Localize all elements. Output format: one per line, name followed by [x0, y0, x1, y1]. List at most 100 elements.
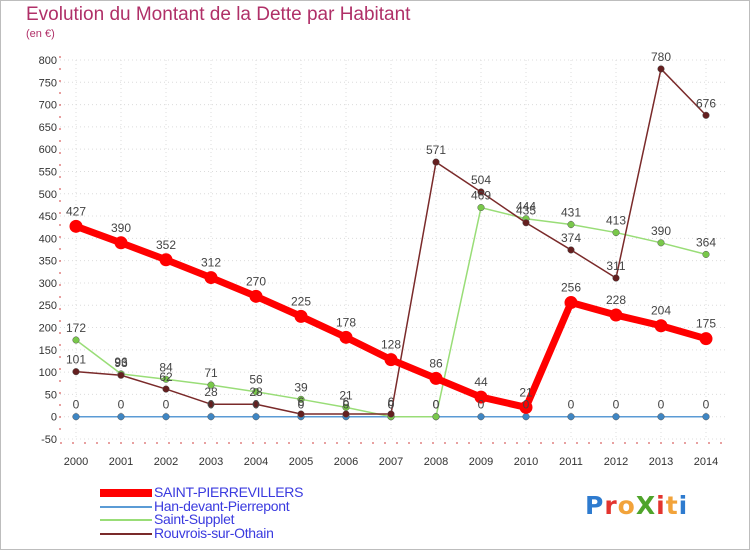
data-point [162, 385, 170, 393]
x-tick-label: 2010 [514, 456, 538, 468]
data-point [387, 410, 395, 418]
data-point [477, 413, 485, 421]
legend-label: Saint-Supplet [154, 511, 235, 527]
data-label: 6 [298, 395, 305, 409]
data-point [567, 246, 575, 254]
data-label: 86 [429, 356, 443, 370]
y-tick-label: 500 [39, 189, 57, 201]
data-label: 444 [516, 200, 536, 214]
y-tick-label: 400 [39, 233, 57, 245]
data-label: 0 [523, 398, 530, 412]
data-point [72, 336, 80, 344]
legend-item: Saint-Supplet [100, 511, 420, 527]
data-label: 6 [388, 395, 395, 409]
data-point [207, 400, 215, 408]
data-point [702, 250, 710, 258]
data-label: 6 [343, 395, 350, 409]
data-label: 0 [658, 398, 665, 412]
logo-letter: i [678, 491, 689, 520]
data-point [654, 319, 668, 333]
y-tick-label: -50 [41, 434, 57, 446]
data-label: 0 [118, 398, 125, 412]
data-point [207, 381, 215, 389]
x-tick-label: 2005 [289, 456, 313, 468]
x-tick-label: 2004 [244, 456, 268, 468]
data-label: 469 [471, 189, 491, 203]
y-axis-unit: (en €) [26, 28, 55, 40]
data-label: 0 [208, 398, 215, 412]
data-label: 62 [159, 370, 173, 384]
x-tick-label: 2001 [109, 456, 133, 468]
data-point [432, 413, 440, 421]
data-label: 21 [519, 385, 533, 399]
legend-label: SAINT-PIERREVILLERS [154, 484, 304, 500]
data-label: 504 [471, 173, 491, 187]
data-point [69, 219, 83, 233]
data-point [204, 271, 218, 285]
data-point [384, 353, 398, 367]
data-point [297, 410, 305, 418]
legend-swatch [100, 519, 152, 521]
y-tick-label: 650 [39, 122, 57, 134]
y-tick-label: 0 [51, 412, 57, 424]
data-label: 0 [253, 398, 260, 412]
data-point [657, 65, 665, 73]
data-label: 56 [249, 373, 263, 387]
data-label: 374 [561, 231, 581, 245]
chart-title: Evolution du Montant de la Dette par Hab… [26, 4, 411, 25]
data-point [72, 368, 80, 376]
data-label: 0 [298, 398, 305, 412]
data-label: 0 [343, 398, 350, 412]
data-label: 270 [246, 274, 266, 288]
data-point [612, 274, 620, 282]
y-tick-label: 200 [39, 323, 57, 335]
data-label: 352 [156, 238, 176, 252]
data-point [114, 236, 128, 250]
data-label: 0 [163, 398, 170, 412]
data-label: 172 [66, 321, 86, 335]
data-point [429, 371, 443, 385]
y-tick-label: 300 [39, 278, 57, 290]
data-point [657, 239, 665, 247]
logo-letter: X [635, 491, 657, 520]
data-point [567, 413, 575, 421]
data-point [162, 413, 170, 421]
y-tick-label: 750 [39, 77, 57, 89]
x-tick-label: 2003 [199, 456, 223, 468]
legend-label: Han-devant-Pierrepont [154, 497, 290, 514]
x-tick-label: 2012 [604, 456, 628, 468]
y-tick-label: 550 [39, 166, 57, 178]
data-point [432, 158, 440, 166]
data-point [252, 388, 260, 396]
data-point [567, 220, 575, 229]
data-label: 44 [474, 375, 488, 389]
data-label: 128 [381, 338, 401, 352]
x-tick-label: 2007 [379, 456, 403, 468]
data-point [72, 413, 80, 421]
data-point [609, 308, 623, 322]
x-tick-label: 2000 [64, 456, 88, 468]
x-tick-label: 2008 [424, 456, 448, 468]
data-label: 0 [433, 398, 440, 412]
data-label: 427 [66, 204, 86, 218]
data-point [159, 253, 173, 267]
data-label: 780 [651, 50, 671, 64]
data-label: 0 [613, 398, 620, 412]
data-point [294, 309, 308, 323]
data-point [522, 413, 530, 421]
data-point [339, 330, 353, 344]
x-tick-label: 2002 [154, 456, 178, 468]
data-label: 71 [204, 366, 218, 380]
data-point [252, 400, 260, 408]
data-point [252, 413, 260, 421]
legend-label: Rouvrois-sur-Othain [154, 524, 274, 541]
legend-swatch [100, 532, 152, 535]
logo-letter: t [665, 491, 679, 520]
data-label: 96 [114, 355, 128, 369]
data-label: 311 [606, 259, 625, 273]
x-tick-label: 2011 [559, 456, 583, 468]
y-tick-label: 100 [39, 367, 57, 379]
data-label: 256 [561, 281, 581, 295]
y-tick-label: 800 [39, 55, 57, 67]
